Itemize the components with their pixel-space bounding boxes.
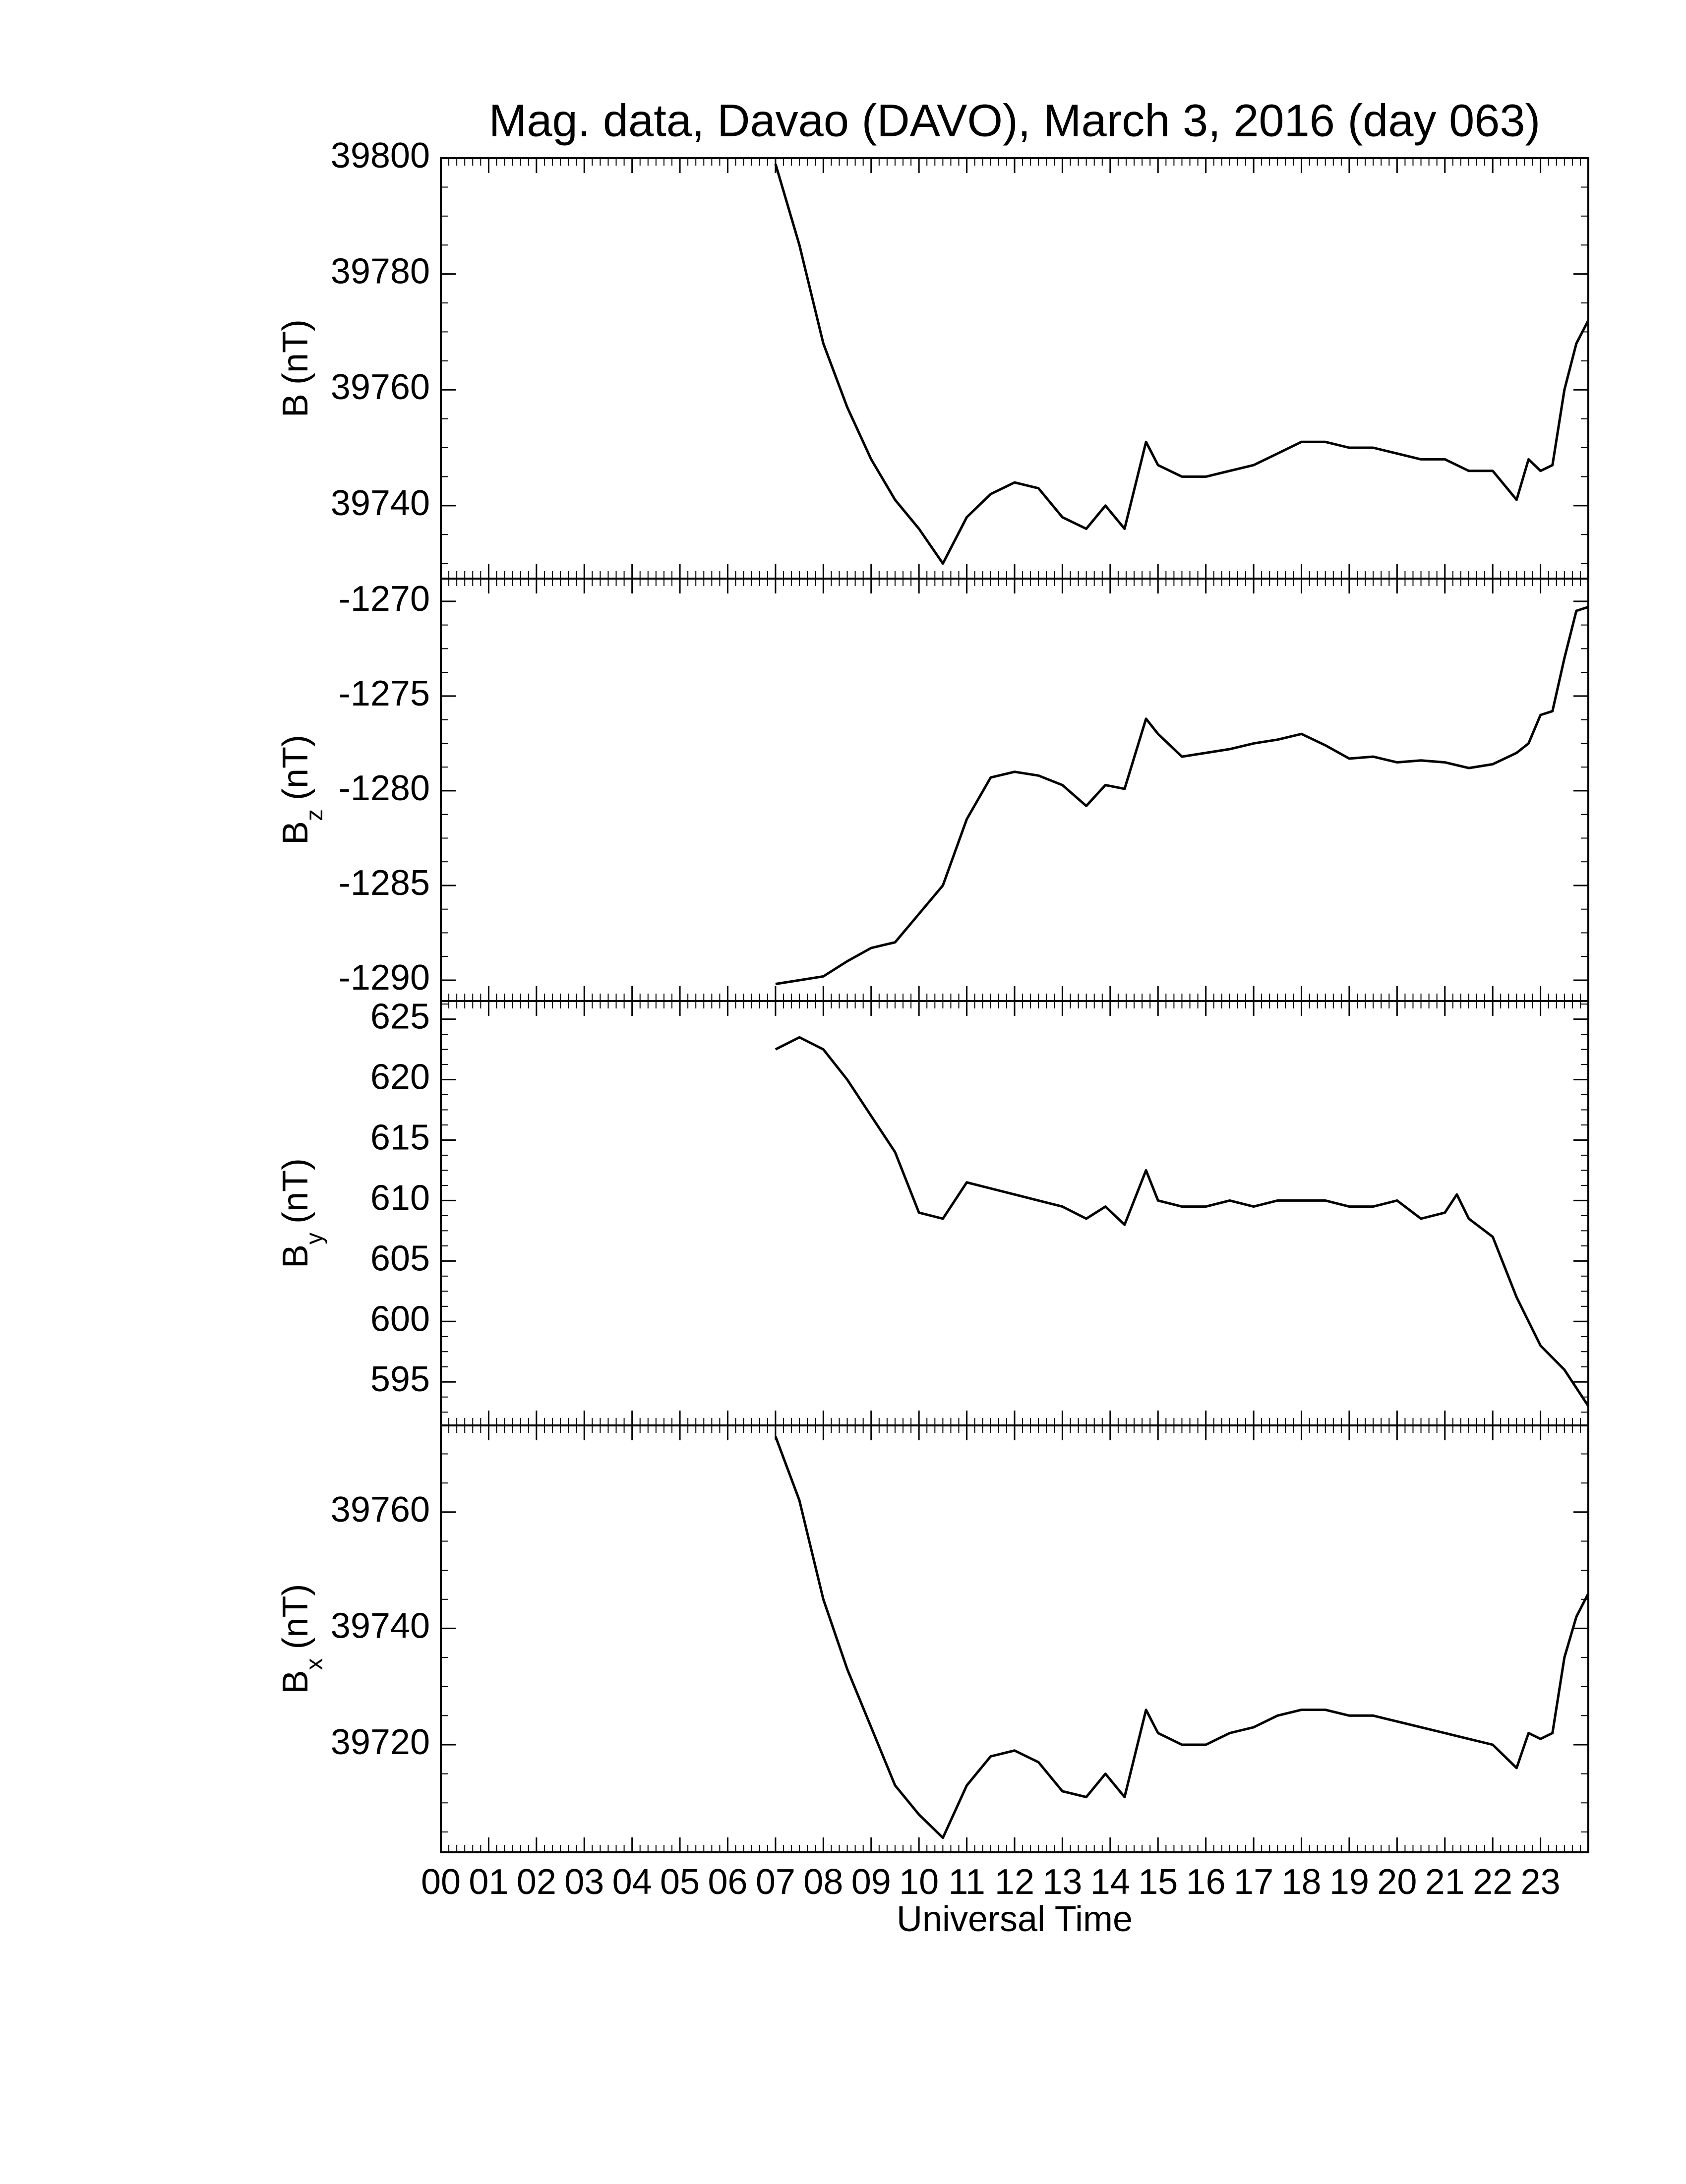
x-tick-label: 20 (1377, 1862, 1417, 1902)
y-tick-label: 615 (370, 1118, 430, 1157)
x-tick-label: 10 (899, 1862, 939, 1902)
data-line (775, 1036, 1590, 1407)
x-tick-label: 07 (756, 1862, 795, 1902)
data-line (774, 163, 1590, 565)
y-tick-label: -1275 (339, 674, 430, 713)
y-tick-label: 39800 (331, 136, 430, 176)
y-axis-label-part: z (301, 809, 328, 821)
y-tick-label: 595 (370, 1359, 430, 1399)
x-tick-label: 08 (803, 1862, 843, 1902)
y-axis-label: Bx (nT) (276, 1584, 328, 1694)
y-tick-label: -1280 (339, 768, 430, 808)
y-axis-label-part: (nT) (276, 1584, 315, 1649)
y-tick-label: -1285 (339, 863, 430, 903)
y-tick-label: 620 (370, 1058, 430, 1097)
x-tick-label: 05 (660, 1862, 700, 1902)
y-tick-label: 39760 (331, 367, 430, 407)
x-axis-label: Universal Time (897, 1899, 1133, 1939)
x-tick-label: 23 (1521, 1862, 1561, 1902)
y-axis-label: B (nT) (276, 319, 315, 417)
x-tick-label: 17 (1234, 1862, 1273, 1902)
y-tick-label: 600 (370, 1299, 430, 1339)
x-tick-label: 11 (948, 1862, 985, 1902)
x-tick-label: 18 (1281, 1862, 1321, 1902)
chart-title: Mag. data, Davao (DAVO), March 3, 2016 (… (489, 95, 1540, 146)
y-axis-label-part: y (301, 1233, 328, 1244)
y-tick-label: 610 (370, 1178, 430, 1218)
y-tick-label: -1270 (339, 579, 430, 619)
x-tick-label: 22 (1473, 1862, 1512, 1902)
x-tick-label: 06 (708, 1862, 747, 1902)
x-tick-label: 02 (517, 1862, 556, 1902)
x-tick-label: 03 (564, 1862, 604, 1902)
y-axis-label-part: B (276, 1244, 315, 1268)
x-tick-label: 01 (469, 1862, 508, 1902)
x-tick-label: 15 (1138, 1862, 1178, 1902)
y-axis-label-part: B (276, 1670, 315, 1694)
y-axis-label-part: (nT) (276, 1158, 315, 1224)
x-tick-label: 04 (612, 1862, 652, 1902)
x-tick-label: 14 (1090, 1862, 1130, 1902)
y-tick-label: 39720 (331, 1722, 430, 1762)
y-axis-label-part: (nT) (276, 735, 315, 800)
y-tick-label: -1290 (339, 958, 430, 998)
y-tick-label: 39740 (331, 483, 430, 523)
x-tick-label: 19 (1329, 1862, 1369, 1902)
y-tick-label: 39760 (331, 1490, 430, 1530)
x-tick-label: 21 (1425, 1862, 1465, 1902)
y-axis-label-part: B (276, 394, 315, 417)
y-tick-label: 39740 (331, 1606, 430, 1646)
x-tick-label: 13 (1042, 1862, 1082, 1902)
x-tick-label: 12 (995, 1862, 1034, 1902)
x-tick-label: 09 (851, 1862, 891, 1902)
y-axis-label: Bz (nT) (276, 735, 328, 845)
y-axis-label-part: x (301, 1658, 328, 1670)
y-axis-label: By (nT) (276, 1158, 328, 1268)
y-axis-label-part: (nT) (276, 319, 315, 385)
y-tick-label: 39780 (331, 252, 430, 292)
x-tick-label: 00 (421, 1862, 461, 1902)
data-line (774, 1436, 1590, 1839)
y-tick-label: 625 (370, 997, 430, 1037)
y-axis-label-part: B (276, 821, 315, 845)
data-line (775, 605, 1589, 986)
y-tick-label: 605 (370, 1239, 430, 1278)
x-tick-label: 16 (1186, 1862, 1226, 1902)
